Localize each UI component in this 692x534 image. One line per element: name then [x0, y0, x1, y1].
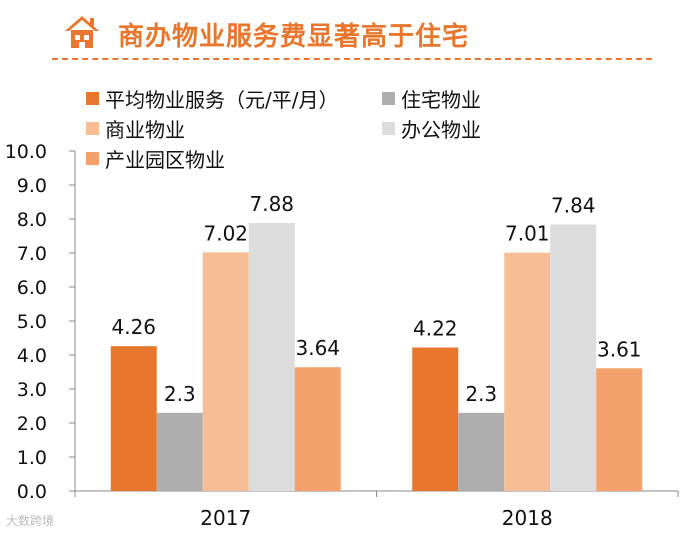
y-tick-label: 5.0: [17, 311, 47, 333]
bar-2017-0: [110, 346, 157, 491]
data-label: 3.64: [295, 336, 340, 360]
x-category-label: 2017: [200, 506, 251, 530]
bar-2017-2: [202, 252, 249, 491]
legend-item-industrial-park: 产业园区物业: [86, 144, 225, 173]
y-tick-label: 6.0: [17, 277, 47, 299]
y-tick-label: 1.0: [17, 447, 47, 469]
data-label: 7.02: [203, 221, 248, 245]
bar-2018-2: [504, 252, 551, 491]
legend-item-residential: 住宅物业: [382, 84, 481, 113]
legend-label-commercial: 商业物业: [105, 118, 185, 142]
legend-swatch-office: [382, 122, 395, 135]
legend-item-office: 办公物业: [382, 114, 481, 143]
legend-label-industrial-park: 产业园区物业: [105, 148, 225, 172]
watermark: 大数跨境: [6, 514, 55, 528]
y-tick-label: 10.0: [5, 141, 47, 163]
data-label: 4.26: [111, 315, 156, 339]
bar-2017-3: [248, 223, 295, 491]
y-tick-label: 3.0: [17, 379, 47, 401]
legend-swatch-average: [86, 92, 99, 105]
chart-title: 商办物业服务费显著高于住宅: [118, 22, 470, 52]
y-tick-label: 9.0: [17, 175, 47, 197]
legend-label-average: 平均物业服务（元/平/月）: [105, 88, 339, 112]
y-tick-label: 4.0: [17, 345, 47, 367]
x-category-label: 2018: [502, 506, 553, 530]
data-label: 2.3: [164, 382, 196, 406]
title-divider: [52, 58, 652, 60]
y-tick-label: 2.0: [17, 413, 47, 435]
y-tick-label: 7.0: [17, 243, 47, 265]
legend-swatch-residential: [382, 92, 395, 105]
legend-swatch-commercial: [86, 122, 99, 135]
data-label: 3.61: [597, 337, 642, 361]
data-label: 7.01: [505, 222, 550, 246]
y-tick-label: 0.0: [17, 481, 47, 503]
bar-2017-4: [294, 367, 341, 491]
y-tick-label: 8.0: [17, 209, 47, 231]
legend-label-office: 办公物业: [401, 118, 481, 142]
legend-item-average: 平均物业服务（元/平/月）: [86, 84, 338, 113]
data-label: 7.84: [551, 193, 596, 217]
chart-header: 商办物业服务费显著高于住宅: [0, 0, 692, 62]
bar-2017-1: [156, 412, 203, 491]
data-label: 7.88: [249, 192, 294, 216]
legend-swatch-industrial-park: [86, 152, 99, 165]
bar-2018-1: [458, 412, 505, 491]
bar-2018-3: [550, 224, 597, 491]
data-label: 2.3: [465, 382, 497, 406]
data-label: 4.22: [413, 317, 458, 341]
bar-2018-4: [596, 368, 643, 491]
legend-label-residential: 住宅物业: [401, 88, 481, 112]
legend-item-commercial: 商业物业: [86, 114, 185, 143]
bar-2018-0: [412, 347, 459, 491]
house-icon: [65, 16, 99, 48]
